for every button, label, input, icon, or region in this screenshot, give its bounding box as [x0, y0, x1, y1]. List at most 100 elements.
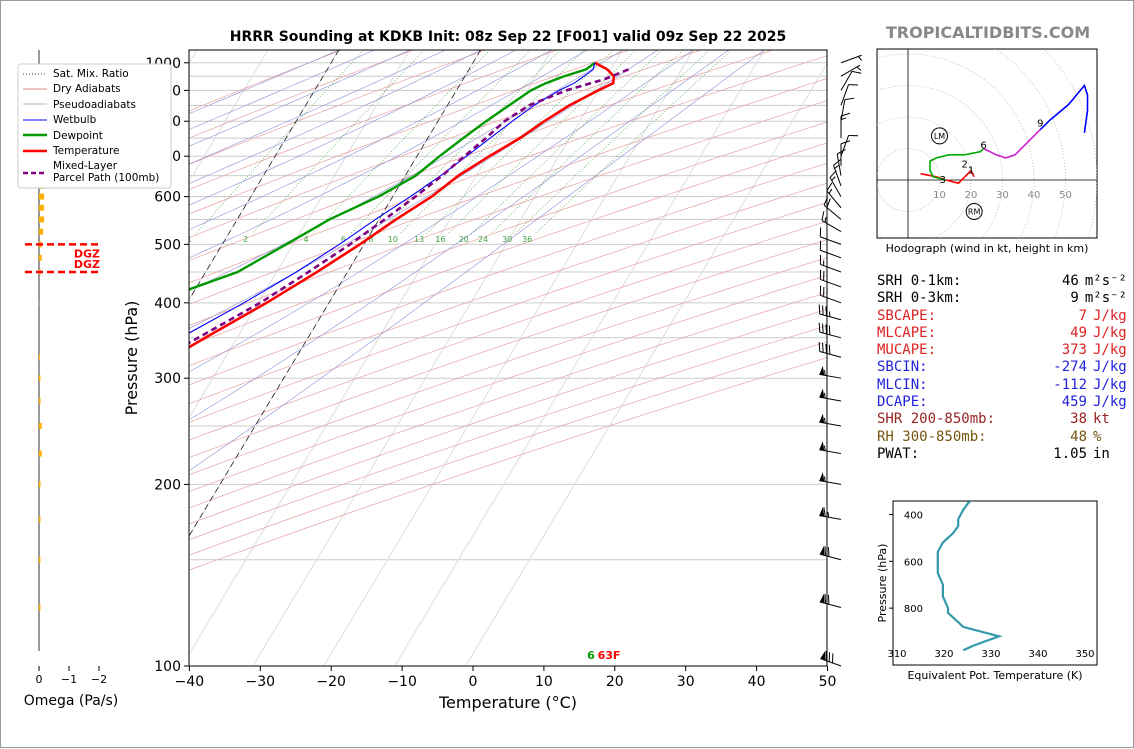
mixing-ratio-label: 13 [414, 235, 424, 244]
dry-adiabat [189, 341, 827, 556]
stat-unit: m²s⁻² [1084, 290, 1127, 307]
wind-barb [840, 140, 851, 166]
omega-tick-label: −2 [91, 673, 107, 686]
mixing-ratio-line [425, 50, 614, 235]
barb-flag [840, 112, 851, 117]
stat-unit: kt [1093, 411, 1110, 428]
isotherm-line [189, 50, 482, 538]
dgz-label: DGZ [74, 247, 100, 260]
wind-barb [840, 97, 855, 122]
moist-adiabat [189, 50, 517, 206]
legend-label-pseudo: Pseudoadiabats [53, 99, 136, 111]
legend-label-wetbulb: Wetbulb [53, 114, 97, 126]
dry-adiabat [189, 50, 486, 165]
dry-adiabat [189, 257, 827, 476]
wind-barb [819, 507, 842, 520]
mixing-ratio-line [514, 50, 710, 235]
stat-row: SRH 0-1km: 46 m²s⁻² [877, 273, 1127, 290]
wind-barb [836, 149, 846, 176]
stat-unit: J/kg [1093, 324, 1127, 341]
dry-adiabat [189, 50, 558, 191]
barb-half-flag [857, 56, 863, 61]
barb-flag [840, 140, 851, 145]
skewt-axes: 663F1000900800700600500400300200100−40−3… [145, 49, 836, 690]
barb-pennant [820, 650, 826, 661]
y-tick-label: 400 [154, 296, 181, 312]
omega-bar [39, 375, 41, 382]
hodograph-height-label: 6 [980, 141, 986, 152]
hodograph-panel: 10 20 30 40 50 12 3 6 9 LM RM [876, 48, 1098, 239]
barb-staff [840, 71, 853, 91]
stat-value: 1.05 [1053, 445, 1087, 462]
barb-flag [826, 198, 831, 208]
x-tick-label: −20 [316, 674, 346, 690]
mixing-ratio-label: 4 [303, 235, 308, 244]
barb-staff [826, 190, 842, 209]
mixing-ratio-label: 1 [187, 235, 192, 244]
hodograph-tick-label: 50 [1059, 190, 1072, 201]
mixing-ratio-label: 2 [243, 235, 248, 244]
storm-motion-marker [931, 127, 948, 145]
barb-half-flag [827, 511, 830, 518]
dry-adiabat [189, 308, 827, 525]
theta-e-x-tick-label: 340 [1028, 649, 1047, 660]
barb-flag [823, 271, 825, 281]
barb-staff [840, 135, 849, 157]
omega-bar [39, 422, 42, 429]
barb-flag [828, 325, 831, 335]
wind-barb [840, 64, 862, 77]
stat-unit: J/kg [1093, 342, 1127, 359]
omega-bar [39, 516, 41, 523]
mixing-ratio-line [399, 50, 585, 235]
skewt-profiles [189, 61, 629, 349]
barb-staff [819, 601, 842, 609]
y-tick-label: 200 [154, 477, 181, 493]
moist-adiabat [189, 50, 729, 421]
wind-barb [819, 413, 842, 427]
barb-half-flag [823, 370, 826, 376]
barb-half-flag [856, 66, 862, 71]
barb-staff [819, 351, 842, 358]
temperature-line [189, 61, 616, 349]
y-axis-label: Pressure (hPa) [122, 301, 141, 416]
omega-axis-label: Omega (Pa/s) [24, 693, 119, 709]
legend-label-temperature: Temperature [52, 145, 120, 157]
theta-e-line [936, 501, 1003, 652]
mixing-ratio-label: 30 [502, 235, 512, 244]
x-tick-label: 20 [606, 674, 624, 690]
stat-label: SBCAPE: [877, 307, 937, 324]
stat-label: MLCAPE: [877, 324, 937, 341]
barb-staff [823, 204, 842, 220]
barb-half-flag [828, 188, 833, 194]
dry-adiabat [189, 357, 827, 571]
wind-barb [818, 322, 842, 339]
hodograph-trace [929, 147, 985, 181]
stat-unit: J/kg [1093, 359, 1127, 376]
wind-barb [823, 196, 842, 220]
stat-unit: J/kg [1093, 376, 1127, 393]
storm-motion-label: RM [968, 208, 981, 217]
x-tick-label: 40 [748, 674, 766, 690]
omega-bar [38, 316, 39, 323]
barb-pennant [819, 593, 825, 604]
stat-row: SBCIN: -274 J/kg [877, 359, 1127, 376]
stats-table: SRH 0-1km: 46 m²s⁻² SRH 0-3km: 9 m²s⁻² SBCAPE:… [877, 273, 1127, 463]
barb-pennant [819, 441, 825, 451]
dry-adiabat [189, 142, 827, 367]
barb-flag [825, 306, 828, 316]
barb-half-flag [824, 217, 827, 223]
stat-value: -112 [1053, 376, 1087, 393]
wind-barb [820, 650, 842, 667]
barb-pennant [819, 472, 825, 482]
wind-barb [818, 304, 842, 321]
omega-bar [39, 204, 45, 211]
hodograph-trace [1039, 83, 1089, 133]
dry-adiabat [189, 202, 827, 423]
mixing-ratio-label: 24 [478, 235, 488, 244]
wind-barb [840, 84, 859, 106]
wind-barb [819, 285, 842, 304]
stat-value: 9 [1070, 290, 1079, 307]
wind-barb [819, 545, 842, 561]
isotherm-line [394, 50, 765, 666]
